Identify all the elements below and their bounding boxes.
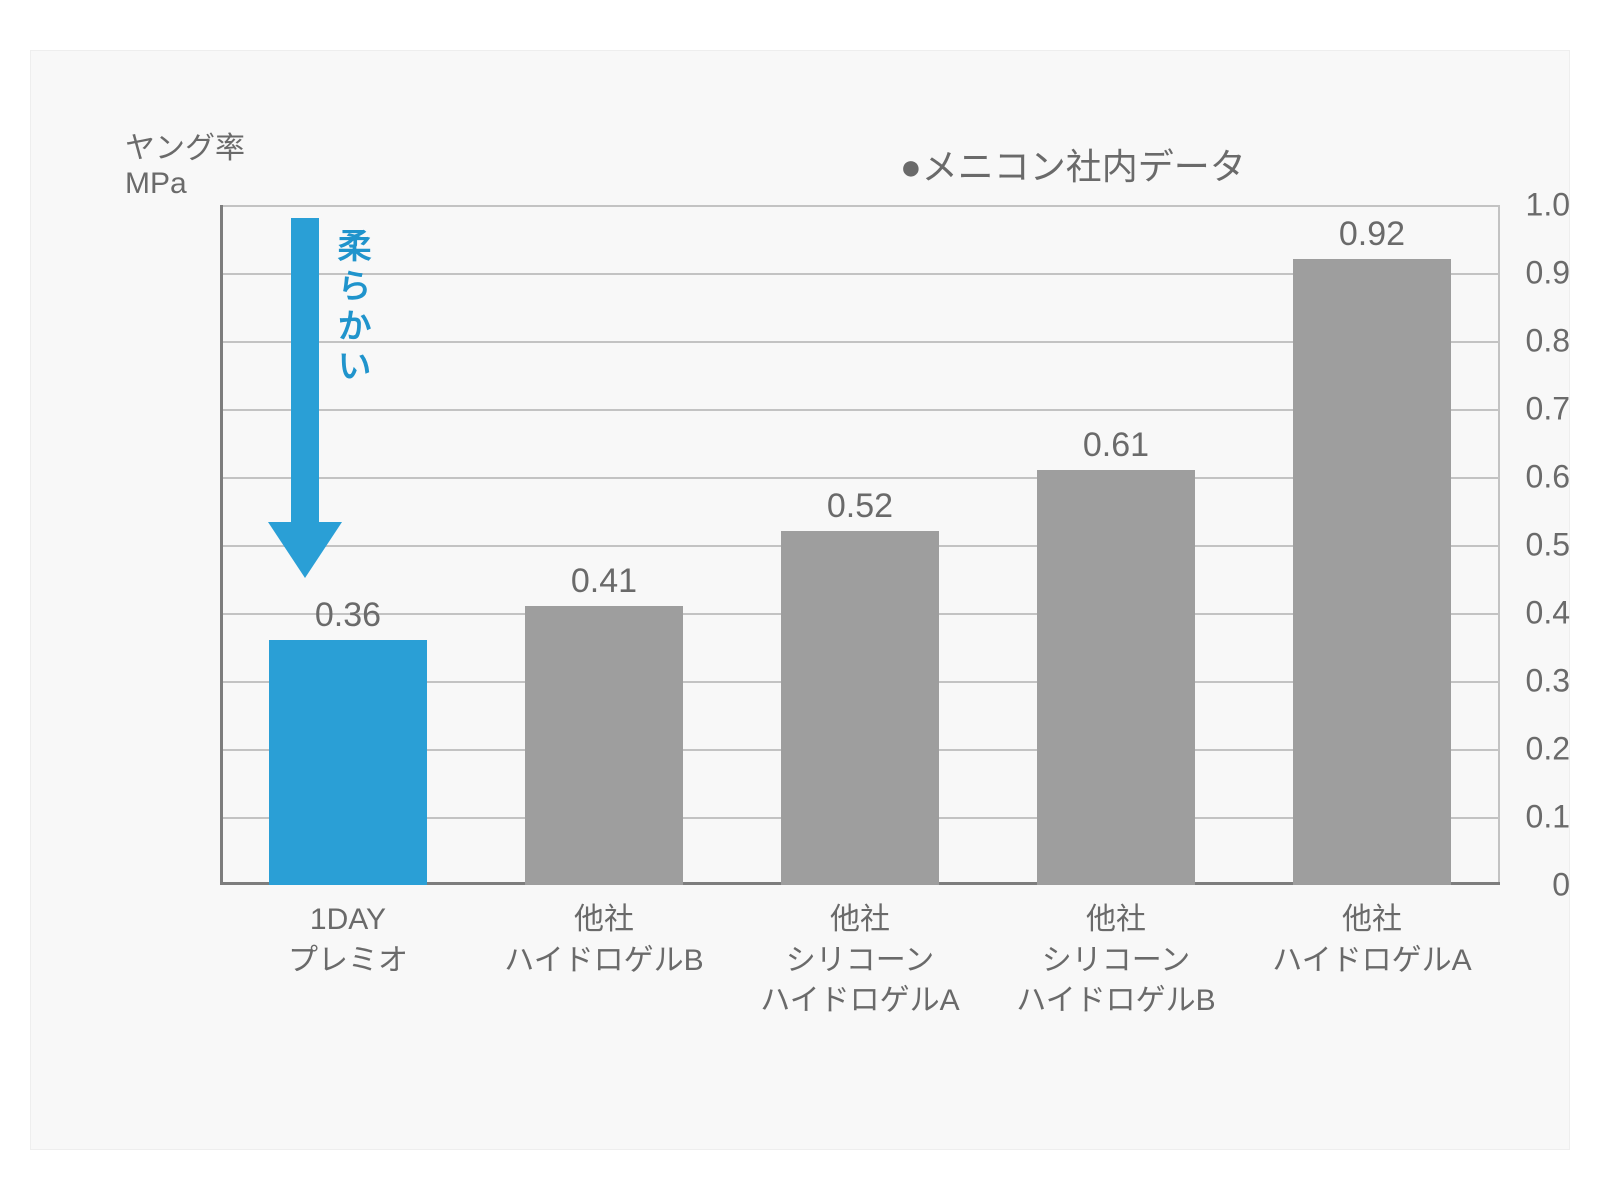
y-axis-title-line1: ヤング率 bbox=[125, 132, 245, 165]
bar-value-label: 0.41 bbox=[525, 562, 684, 601]
page: ヤング率 MPa ●メニコン社内データ 00.10.20.30.40.50.60… bbox=[0, 0, 1600, 1200]
x-category-label: 他社 ハイドロゲルB bbox=[476, 900, 732, 981]
arrow-label: 柔らかい bbox=[327, 228, 376, 388]
bar: 0.52 bbox=[781, 531, 940, 885]
youngs-modulus-bar-chart: ヤング率 MPa ●メニコン社内データ 00.10.20.30.40.50.60… bbox=[30, 50, 1570, 1150]
plot-border-right bbox=[1498, 205, 1500, 885]
x-category-label: 他社 ハイドロゲルA bbox=[1244, 900, 1500, 981]
y-axis-title-line2: MPa bbox=[125, 167, 187, 200]
y-axis-title: ヤング率 MPa bbox=[125, 132, 245, 201]
arrow-stem bbox=[291, 218, 319, 522]
softness-arrow: 柔らかい bbox=[268, 218, 342, 578]
bar-value-label: 0.36 bbox=[269, 596, 428, 635]
bar: 0.61 bbox=[1037, 470, 1196, 885]
plot-border-top bbox=[220, 205, 1500, 207]
arrow-head-icon bbox=[268, 522, 342, 578]
bar-value-label: 0.52 bbox=[781, 487, 940, 526]
x-category-label: 他社 シリコーン ハイドロゲルA bbox=[732, 900, 988, 1022]
bar-value-label: 0.92 bbox=[1293, 215, 1452, 254]
bar: 0.92 bbox=[1293, 259, 1452, 885]
data-source-note: ●メニコン社内データ bbox=[900, 138, 1246, 190]
x-category-label: 他社 シリコーン ハイドロゲルB bbox=[988, 900, 1244, 1022]
bar-value-label: 0.61 bbox=[1037, 426, 1196, 465]
bar: 0.41 bbox=[525, 606, 684, 885]
plot-border-left bbox=[220, 205, 223, 885]
bar: 0.36 bbox=[269, 640, 428, 885]
x-category-label: 1DAY プレミオ bbox=[220, 900, 476, 981]
chart-panel: ヤング率 MPa ●メニコン社内データ 00.10.20.30.40.50.60… bbox=[30, 50, 1570, 1150]
plot-area: 柔らかい 0.36 0.41 0.52 0.61 0.92 bbox=[220, 205, 1500, 885]
